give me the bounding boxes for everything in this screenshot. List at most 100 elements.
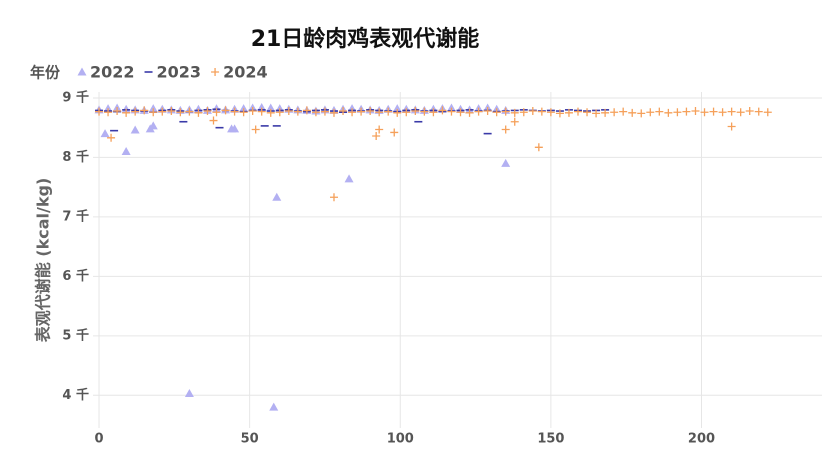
plus-marker: [411, 107, 420, 116]
triangle-marker: [501, 158, 511, 167]
plus-marker: [104, 108, 113, 117]
x-tick-label: 200: [688, 432, 715, 447]
plus-marker: [257, 107, 266, 116]
plus-marker: [628, 108, 637, 117]
plus-marker: [329, 193, 338, 202]
marks: [94, 102, 772, 411]
plus-marker: [420, 107, 429, 116]
plus-marker: [619, 107, 628, 116]
plus-marker: [329, 108, 338, 117]
triangle-marker: [77, 67, 87, 76]
plus-marker: [366, 107, 375, 116]
plus-marker: [592, 109, 601, 118]
plus-marker: [372, 132, 381, 141]
plus-marker: [501, 125, 510, 134]
legend-label: 2022: [90, 63, 135, 82]
triangle-marker: [130, 125, 140, 134]
plus-marker: [709, 107, 718, 116]
plus-marker: [248, 107, 257, 116]
plus-marker: [537, 107, 546, 116]
y-tick-label: 9 千: [62, 89, 89, 105]
plus-marker: [438, 106, 447, 115]
plus-marker: [492, 108, 501, 117]
plus-marker: [546, 108, 555, 117]
plus-marker: [601, 108, 610, 117]
triangle-marker: [184, 389, 194, 398]
plus-marker: [176, 108, 185, 117]
plus-marker: [311, 108, 320, 117]
legend-label: 2024: [223, 63, 268, 82]
plus-marker: [700, 108, 709, 117]
x-tick-label: 100: [387, 432, 414, 447]
triangle-marker: [266, 103, 276, 112]
plus-marker: [745, 107, 754, 116]
plus-marker: [95, 107, 104, 116]
triangle-marker: [121, 104, 131, 113]
plus-marker: [673, 108, 682, 117]
plus-marker: [691, 107, 700, 116]
plus-marker: [266, 108, 275, 117]
plus-marker: [510, 108, 519, 117]
y-axis-label: 表观代谢能 (kcal/kg): [34, 178, 53, 344]
plus-marker: [212, 108, 221, 117]
y-tick-label: 8 千: [62, 149, 89, 165]
plus-marker: [194, 108, 203, 117]
plus-marker: [339, 107, 348, 116]
plus-marker: [375, 125, 384, 134]
plus-marker: [239, 108, 248, 117]
plus-marker: [158, 107, 167, 116]
plus-marker: [107, 133, 116, 142]
plus-marker: [402, 108, 411, 117]
chart-title: 21日龄肉鸡表观代谢能: [251, 26, 480, 52]
legend-title: 年份: [30, 64, 61, 82]
plus-marker: [357, 107, 366, 116]
plus-marker: [727, 122, 736, 131]
plus-marker: [555, 109, 564, 118]
plus-marker: [519, 108, 528, 117]
plus-marker: [646, 108, 655, 117]
plus-marker: [501, 107, 510, 116]
plus-marker: [510, 117, 519, 126]
y-tick-label: 5 千: [62, 327, 89, 343]
plus-marker: [393, 108, 402, 117]
plus-marker: [736, 108, 745, 117]
plus-marker: [275, 108, 284, 117]
plus-marker: [375, 108, 384, 117]
triangle-marker: [121, 146, 131, 155]
x-tick-label: 0: [95, 432, 104, 447]
plus-marker: [573, 107, 582, 116]
plus-marker: [474, 107, 483, 116]
plus-marker: [754, 107, 763, 116]
triangle-marker: [257, 102, 267, 111]
plus-marker: [564, 108, 573, 117]
plus-marker: [167, 107, 176, 116]
plus-marker: [251, 125, 260, 134]
triangle-marker: [148, 104, 158, 113]
plus-marker: [203, 107, 212, 116]
plus-marker: [293, 107, 302, 116]
plus-marker: [583, 108, 592, 117]
plus-marker: [140, 106, 149, 115]
triangle-marker: [269, 402, 279, 411]
plus-marker: [384, 107, 393, 116]
x-tick-label: 50: [241, 432, 259, 447]
plus-marker: [185, 107, 194, 116]
plus-marker: [655, 107, 664, 116]
plus-marker: [456, 108, 465, 117]
plus-marker: [230, 107, 239, 116]
plus-marker: [122, 108, 131, 117]
plus-marker: [149, 108, 158, 117]
plus-marker: [348, 108, 357, 117]
grid: 0 50 100 150 200 4 千 5 千 6 千 7 千 8 千 9 千: [62, 89, 822, 447]
y-tick-label: 4 千: [62, 387, 89, 403]
plus-marker: [465, 108, 474, 117]
plus-marker: [610, 108, 619, 117]
plus-marker: [302, 106, 311, 115]
plus-marker: [664, 108, 673, 117]
plus-marker: [637, 109, 646, 118]
triangle-marker: [100, 129, 110, 138]
plus-marker: [221, 106, 230, 115]
plus-marker: [727, 107, 736, 116]
plus-marker: [534, 143, 543, 152]
